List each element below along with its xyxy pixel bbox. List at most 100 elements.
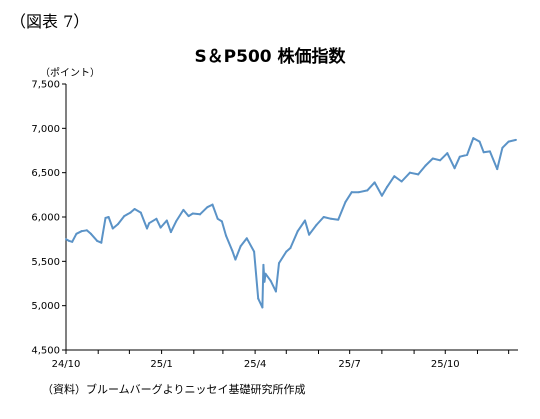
data-point — [71, 240, 74, 243]
data-point — [373, 181, 376, 184]
data-point — [366, 189, 369, 192]
data-point — [75, 232, 78, 235]
data-point — [187, 215, 190, 218]
y-tick-label: 5,500 — [31, 257, 60, 268]
data-point — [68, 239, 71, 242]
data-point — [100, 241, 103, 244]
data-point — [303, 219, 306, 222]
data-point — [80, 230, 83, 233]
data-point — [488, 150, 491, 153]
data-point — [337, 218, 340, 221]
data-point — [206, 206, 209, 209]
x-ticks: 24/10 25/1 25/4 25/7 25/10 — [52, 350, 510, 370]
y-tick-label: 7,000 — [31, 124, 60, 135]
data-point — [315, 223, 318, 226]
data-point — [496, 168, 499, 171]
data-point — [107, 216, 110, 218]
data-point — [507, 140, 510, 143]
x-tick-label: 24/10 — [52, 359, 81, 370]
data-point — [458, 155, 461, 158]
data-point — [191, 212, 194, 215]
data-point — [234, 258, 237, 261]
data-point — [296, 230, 299, 233]
data-point — [466, 153, 469, 156]
data-point — [289, 247, 292, 250]
series-line — [65, 137, 517, 309]
data-point — [263, 280, 266, 283]
data-point — [104, 216, 107, 219]
data-point — [257, 297, 260, 300]
data-point — [225, 234, 228, 237]
data-point — [85, 229, 88, 232]
data-point — [111, 227, 114, 230]
data-point — [133, 208, 136, 211]
data-point — [431, 157, 434, 160]
chart-axes — [65, 84, 518, 351]
data-point — [269, 279, 272, 282]
data-point — [199, 213, 202, 216]
data-point — [129, 211, 132, 214]
data-point — [175, 220, 178, 223]
x-tick-label: 25/4 — [244, 359, 266, 370]
data-point — [89, 232, 92, 235]
data-point — [408, 171, 411, 174]
x-tick-label: 25/10 — [431, 359, 460, 370]
y-tick-label: 4,500 — [31, 346, 60, 357]
data-point — [482, 151, 485, 154]
data-point — [424, 164, 427, 167]
data-point — [278, 262, 281, 265]
data-point — [329, 217, 332, 220]
x-tick-label: 25/1 — [150, 359, 172, 370]
data-point — [148, 222, 151, 225]
source-note: （資料）ブルームバーグよりニッセイ基礎研究所作成 — [42, 383, 306, 396]
chart-title: S＆P500 株価指数 — [194, 47, 346, 67]
data-point — [285, 250, 288, 253]
data-point — [439, 159, 442, 162]
data-point — [393, 175, 396, 178]
data-point — [239, 245, 242, 248]
data-point — [182, 208, 185, 211]
data-point — [274, 290, 277, 293]
data-point — [123, 215, 126, 218]
data-point — [417, 173, 420, 176]
y-tick-label: 7,500 — [31, 80, 60, 91]
data-point — [478, 140, 481, 143]
x-tick-label: 25/7 — [338, 359, 360, 370]
data-point — [146, 227, 149, 230]
data-point — [380, 194, 383, 197]
data-point — [211, 203, 214, 206]
data-point — [159, 226, 162, 229]
data-point — [169, 231, 172, 234]
data-point — [216, 217, 219, 220]
data-point — [96, 239, 99, 242]
data-point — [264, 272, 267, 275]
data-point — [231, 249, 234, 252]
data-point — [344, 200, 347, 203]
data-point — [139, 211, 142, 214]
series-points — [65, 137, 517, 309]
y-tick-label: 6,000 — [31, 213, 60, 224]
data-point — [65, 238, 67, 241]
data-point — [514, 138, 517, 141]
data-point — [262, 263, 265, 266]
data-point — [350, 191, 353, 194]
data-point — [253, 250, 256, 253]
y-axis-unit-label: （ポイント） — [40, 68, 100, 79]
data-point — [400, 180, 403, 183]
y-ticks: 4,500 5,000 5,500 6,000 6,500 7,000 7,500 — [31, 80, 66, 357]
data-point — [322, 216, 325, 218]
y-tick-label: 5,000 — [31, 301, 60, 312]
data-point — [116, 223, 119, 226]
data-point — [446, 152, 449, 155]
data-point — [386, 185, 389, 188]
figure-label: （図表 7） — [10, 12, 90, 31]
data-point — [358, 191, 361, 194]
data-point — [165, 219, 168, 222]
data-point — [261, 306, 264, 309]
data-point — [220, 220, 223, 223]
data-point — [245, 237, 248, 240]
data-point — [501, 146, 504, 149]
data-point — [308, 233, 311, 236]
data-point — [472, 137, 475, 140]
